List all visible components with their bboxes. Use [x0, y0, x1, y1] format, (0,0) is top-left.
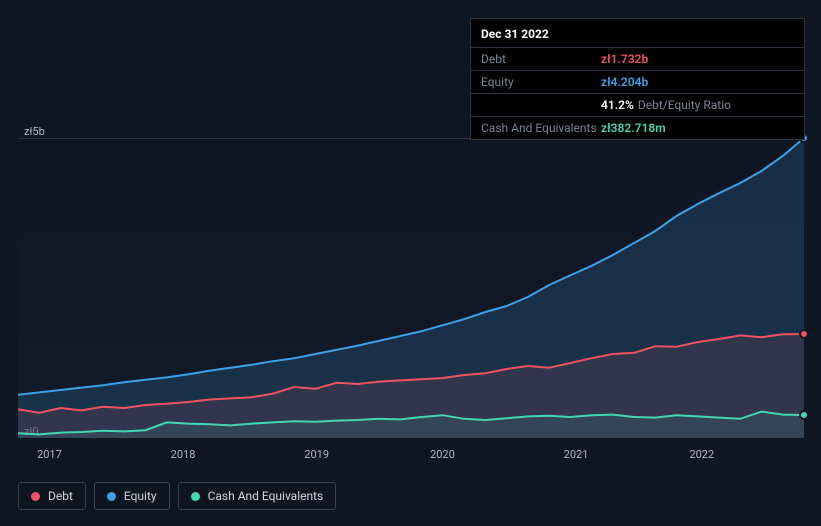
tooltip-row-label: [481, 98, 601, 112]
tooltip-row-label: Debt: [481, 52, 601, 66]
legend-dot-icon: [107, 492, 116, 501]
x-axis-tick: 2019: [304, 448, 329, 461]
tooltip-row: 41.2% Debt/Equity Ratio: [471, 94, 804, 117]
tooltip-row-value: 41.2%: [601, 98, 634, 112]
tooltip-row-extra: Debt/Equity Ratio: [638, 98, 731, 112]
x-axis-tick: 2020: [430, 448, 455, 461]
chart-plot-area: [18, 138, 804, 438]
x-axis-tick: 2022: [689, 448, 714, 461]
legend-item-equity[interactable]: Equity: [94, 482, 170, 510]
end-marker-cash-and-equivalents: [799, 410, 809, 420]
y-axis-label-top: zł5b: [24, 125, 45, 138]
tooltip-row: Equityzł4.204b: [471, 71, 804, 94]
legend-label: Debt: [48, 489, 73, 503]
end-marker-debt: [799, 329, 809, 339]
legend-label: Equity: [124, 489, 157, 503]
legend-dot-icon: [191, 492, 200, 501]
legend-label: Cash And Equivalents: [208, 489, 324, 503]
legend-dot-icon: [31, 492, 40, 501]
tooltip-row: Debtzł1.732b: [471, 48, 804, 71]
tooltip-row: Cash And Equivalentszł382.718m: [471, 117, 804, 139]
tooltip-row-value: zł1.732b: [601, 52, 648, 66]
tooltip-row-value: zł4.204b: [601, 75, 648, 89]
x-axis-tick: 2018: [171, 448, 196, 461]
x-axis-tick: 2021: [564, 448, 589, 461]
chart-legend: Debt Equity Cash And Equivalents: [18, 482, 336, 510]
legend-item-cash-and-equivalents[interactable]: Cash And Equivalents: [178, 482, 337, 510]
x-axis-tick: 2017: [37, 448, 62, 461]
legend-item-debt[interactable]: Debt: [18, 482, 86, 510]
tooltip-date: Dec 31 2022: [471, 19, 804, 48]
tooltip-row-label: Equity: [481, 75, 601, 89]
chart-tooltip: Dec 31 2022 Debtzł1.732bEquityzł4.204b41…: [470, 18, 805, 140]
chart-svg: [18, 138, 804, 438]
tooltip-row-label: Cash And Equivalents: [481, 121, 601, 135]
tooltip-row-value: zł382.718m: [601, 121, 666, 135]
